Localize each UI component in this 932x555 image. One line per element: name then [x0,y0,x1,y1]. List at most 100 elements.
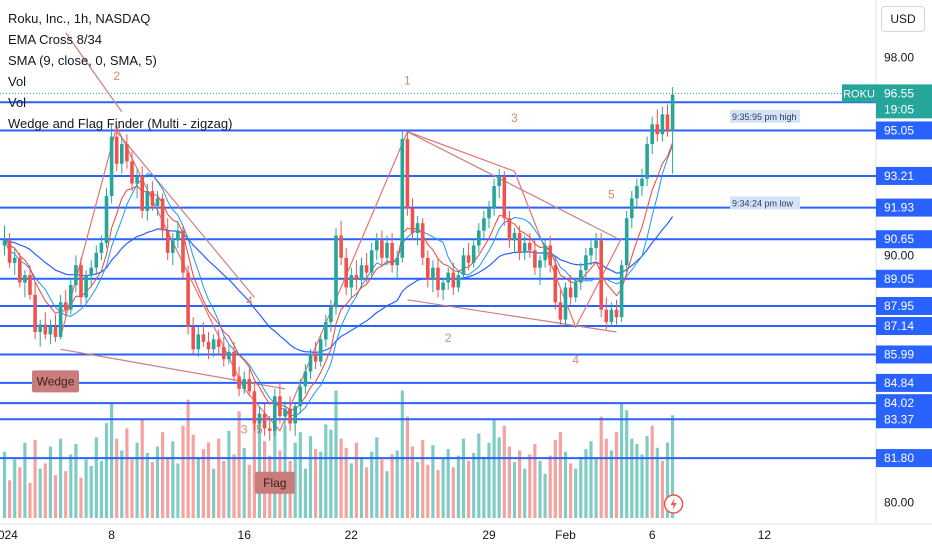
candle-body[interactable] [7,240,12,263]
candle-body[interactable] [364,265,369,273]
candle-body[interactable] [645,144,649,179]
candle-body[interactable] [2,240,7,246]
candle-body[interactable] [441,282,445,290]
candle-body[interactable] [558,302,563,320]
candle-body[interactable] [318,339,323,362]
candle-body[interactable] [150,191,155,206]
sma-line[interactable] [4,144,674,417]
candle-body[interactable] [670,94,675,132]
candle-body[interactable] [84,275,88,298]
ema-fast-line[interactable] [4,142,674,411]
candle-body[interactable] [660,114,665,135]
candle-body[interactable] [206,341,211,350]
legend-indicator-sma[interactable]: SMA (9, close, 0, SMA, 5) [8,53,157,68]
candle-body[interactable] [619,265,624,318]
candle-body[interactable] [573,282,578,298]
legend-indicator-vol[interactable]: Vol [8,74,27,89]
candle-body[interactable] [125,144,129,162]
candle-body[interactable] [436,267,440,290]
candle-body[interactable] [28,275,32,295]
candle-body[interactable] [349,275,354,288]
candle-body[interactable] [487,208,491,219]
currency-button[interactable]: USD [881,6,925,32]
candle-body[interactable] [33,294,37,332]
candle-body[interactable] [278,396,282,417]
candle-body[interactable] [466,255,471,263]
candle-body[interactable] [89,267,93,276]
candle-body[interactable] [69,284,73,310]
candle-body[interactable] [579,270,583,283]
candle-body[interactable] [655,124,660,135]
candle-body[interactable] [431,267,435,281]
candle-body[interactable] [329,307,333,323]
candle-body[interactable] [252,391,257,424]
candle-body[interactable] [502,176,507,219]
candle-body[interactable] [293,406,297,424]
candle-body[interactable] [171,240,175,253]
candle-body[interactable] [313,354,318,362]
candle-body[interactable] [283,408,287,417]
candle-body[interactable] [38,324,42,332]
candle-body[interactable] [181,230,185,273]
candle-body[interactable] [415,223,420,234]
candle-body[interactable] [650,124,654,145]
candle-body[interactable] [369,250,374,273]
candle-body[interactable] [196,334,201,350]
pattern-line[interactable] [407,299,617,333]
candle-body[interactable] [120,144,124,164]
candle-body[interactable] [420,223,425,258]
candle-body[interactable] [104,195,109,243]
candle-body[interactable] [446,272,450,283]
candle-body[interactable] [640,178,644,187]
candle-body[interactable] [140,176,144,211]
candle-body[interactable] [456,275,461,288]
candle-body[interactable] [242,378,246,389]
candle-body[interactable] [130,161,134,184]
pattern-label-box[interactable] [254,471,295,494]
candle-body[interactable] [344,257,348,288]
candle-body[interactable] [186,272,190,328]
candle-body[interactable] [334,235,338,308]
candle-body[interactable] [543,245,547,261]
candle-body[interactable] [109,136,114,196]
candle-body[interactable] [94,252,99,268]
pattern-line[interactable] [407,131,617,239]
candle-body[interactable] [528,242,532,251]
candle-body[interactable] [155,198,160,206]
candle-body[interactable] [99,242,104,253]
candle-body[interactable] [23,275,27,283]
candle-body[interactable] [324,322,328,340]
candle-body[interactable] [227,351,231,360]
symbol-badge[interactable] [842,84,876,103]
candle-body[interactable] [380,240,384,258]
candle-body[interactable] [135,176,139,184]
candle-body[interactable] [568,287,573,298]
candle-body[interactable] [395,257,399,266]
candle-body[interactable] [48,327,53,335]
candle-body[interactable] [517,233,522,253]
candle-body[interactable] [604,309,609,323]
candle-body[interactable] [359,265,364,281]
candle-body[interactable] [507,218,512,241]
candle-body[interactable] [222,346,226,360]
candle-body[interactable] [451,272,456,288]
candle-body[interactable] [471,245,476,263]
candle-body[interactable] [522,242,527,253]
candle-body[interactable] [533,250,537,268]
candle-body[interactable] [594,240,598,248]
candle-body[interactable] [79,265,83,298]
legend-indicator-ema-cross[interactable]: EMA Cross 8/34 [8,32,102,47]
candle-body[interactable] [405,139,410,209]
candle-body[interactable] [589,247,593,256]
candle-body[interactable] [63,302,68,310]
candle-body[interactable] [665,114,670,132]
candle-body[interactable] [512,233,517,241]
candle-body[interactable] [482,218,486,231]
candle-body[interactable] [584,255,588,271]
candle-body[interactable] [497,176,501,187]
candle-body[interactable] [237,376,241,389]
candle-body[interactable] [303,371,308,387]
candle-body[interactable] [53,327,58,337]
